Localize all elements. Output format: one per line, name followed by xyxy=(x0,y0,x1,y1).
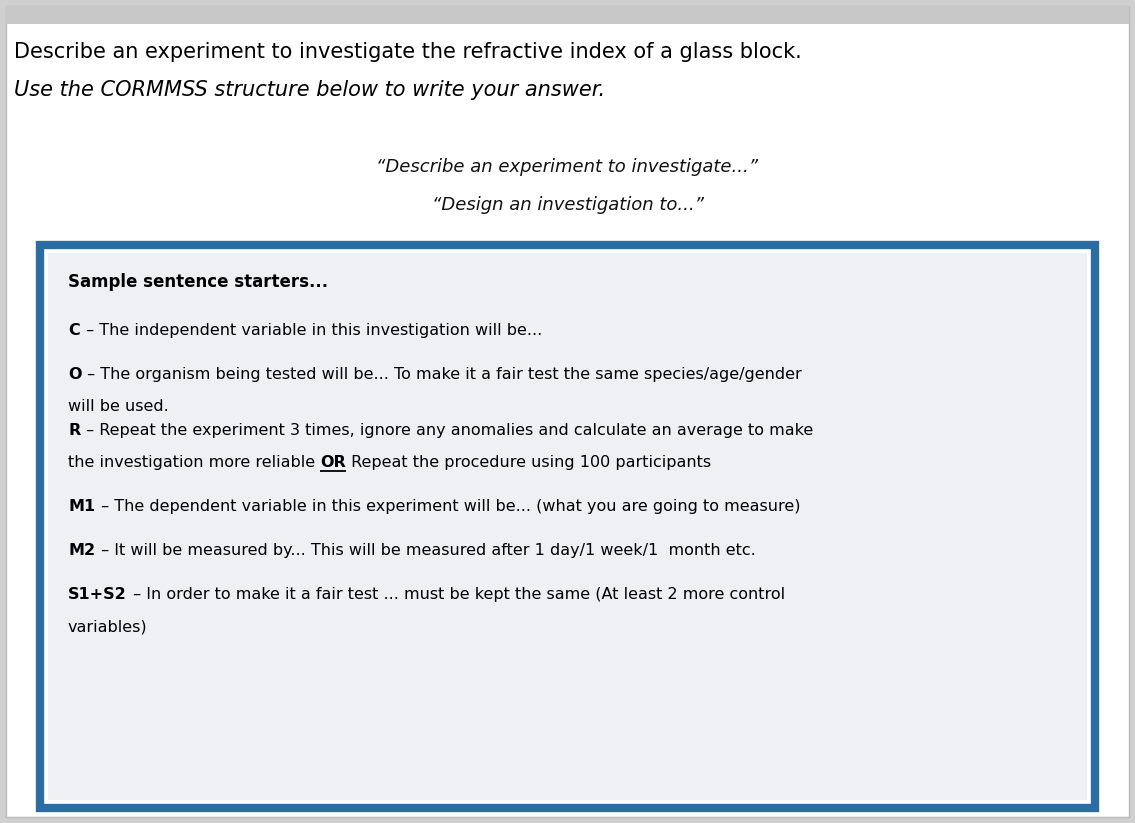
Text: Use the CORMMSS structure below to write your answer.: Use the CORMMSS structure below to write… xyxy=(14,80,605,100)
Text: O: O xyxy=(68,367,82,382)
Text: Repeat the procedure using 100 participants: Repeat the procedure using 100 participa… xyxy=(346,455,712,470)
FancyBboxPatch shape xyxy=(48,253,1087,800)
FancyBboxPatch shape xyxy=(6,6,1129,24)
FancyBboxPatch shape xyxy=(6,6,1129,817)
Text: – The organism being tested will be... To make it a fair test the same species/a: – The organism being tested will be... T… xyxy=(83,367,802,382)
Text: M1: M1 xyxy=(68,499,95,514)
Text: C: C xyxy=(68,323,79,338)
FancyBboxPatch shape xyxy=(40,245,1095,808)
Text: the investigation more reliable: the investigation more reliable xyxy=(68,455,320,470)
Text: “Describe an experiment to investigate...”: “Describe an experiment to investigate..… xyxy=(377,158,758,176)
Text: OR: OR xyxy=(320,455,346,470)
Text: R: R xyxy=(68,423,81,438)
Text: Describe an experiment to investigate the refractive index of a glass block.: Describe an experiment to investigate th… xyxy=(14,42,801,62)
Text: M2: M2 xyxy=(68,543,95,558)
Text: will be used.: will be used. xyxy=(68,399,169,414)
Text: – It will be measured by... This will be measured after 1 day/1 week/1  month et: – It will be measured by... This will be… xyxy=(96,543,756,558)
Text: – The dependent variable in this experiment will be... (what you are going to me: – The dependent variable in this experim… xyxy=(96,499,800,514)
Text: – In order to make it a fair test ... must be kept the same (At least 2 more con: – In order to make it a fair test ... mu… xyxy=(128,587,785,602)
Text: S1+S2: S1+S2 xyxy=(68,587,127,602)
Text: “Design an investigation to...”: “Design an investigation to...” xyxy=(431,196,704,214)
Text: – Repeat the experiment 3 times, ignore any anomalies and calculate an average t: – Repeat the experiment 3 times, ignore … xyxy=(82,423,814,438)
Text: the investigation more reliable: the investigation more reliable xyxy=(68,455,320,470)
Text: Sample sentence starters...: Sample sentence starters... xyxy=(68,273,328,291)
Text: – The independent variable in this investigation will be...: – The independent variable in this inves… xyxy=(81,323,543,338)
Text: variables): variables) xyxy=(68,619,148,634)
